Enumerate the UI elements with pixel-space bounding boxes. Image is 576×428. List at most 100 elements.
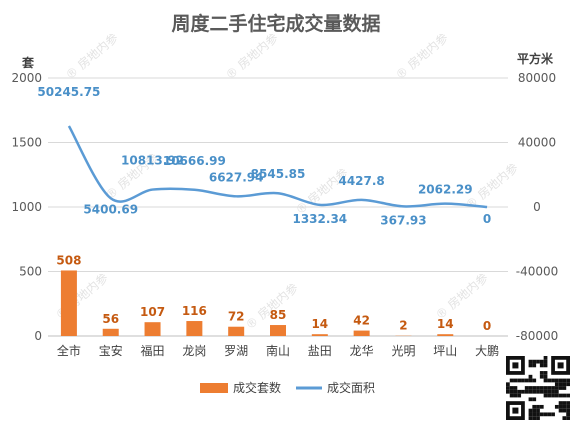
qr-module: [517, 389, 522, 394]
category-label: 龙岗: [182, 344, 206, 358]
right-tick-label: -80000: [516, 329, 559, 343]
qr-module: [513, 378, 518, 383]
bar: [437, 334, 454, 336]
qr-module: [509, 386, 514, 390]
qr-module: [528, 374, 533, 379]
qr-finder: [557, 362, 564, 369]
right-tick-label: 40000: [518, 136, 556, 150]
qr-module: [536, 386, 540, 390]
qr-module: [528, 363, 533, 368]
qr-module: [532, 363, 537, 368]
bar: [102, 328, 119, 336]
qr-module: [543, 359, 548, 364]
category-label: 福田: [141, 343, 165, 358]
qr-module: [524, 386, 529, 390]
qr-module: [547, 412, 552, 417]
bar-data-label: 14: [311, 317, 328, 331]
line-data-label: 10666.99: [163, 154, 226, 168]
qr-module: [513, 389, 518, 394]
qr-module: [532, 416, 537, 420]
qr-finder: [512, 362, 519, 369]
bar-data-label: 14: [437, 317, 454, 331]
bar-data-label: 42: [353, 314, 370, 328]
category-label: 盐田: [308, 344, 332, 358]
qr-module: [554, 389, 559, 394]
qr-module: [536, 359, 540, 364]
qr-module: [528, 412, 533, 417]
bar-data-label: 56: [102, 312, 119, 326]
right-axis-unit: 平方米: [517, 51, 554, 66]
qr-module: [532, 386, 537, 390]
qr-module: [536, 408, 540, 413]
qr-module: [543, 412, 548, 417]
qr-module: [551, 393, 555, 398]
qr-module: [532, 412, 537, 417]
bar-data-label: 116: [182, 304, 207, 318]
watermark-text: ® 房地内参: [392, 30, 451, 83]
qr-module: [562, 382, 567, 387]
legend-label-line: 成交面积: [327, 380, 375, 395]
line-data-label: 10813.92: [121, 154, 184, 168]
bar-data-label: 85: [270, 308, 287, 322]
category-label: 罗湖: [224, 343, 248, 358]
qr-module: [513, 393, 518, 398]
bar: [60, 270, 77, 336]
qr-module: [532, 397, 537, 402]
watermark-text: ® 房地内参: [222, 30, 281, 83]
qr-module: [539, 359, 544, 364]
left-tick-label: 1500: [11, 136, 42, 150]
qr-module: [558, 382, 563, 387]
qr-module: [528, 397, 533, 402]
qr-module: [528, 389, 533, 394]
left-tick-label: 1000: [11, 200, 42, 214]
qr-module: [536, 404, 540, 409]
bar-data-label: 0: [483, 319, 491, 333]
qr-module: [528, 359, 533, 364]
qr-module: [566, 408, 570, 413]
qr-module: [536, 416, 540, 420]
qr-code: [506, 356, 570, 420]
line-data-label: 6627.94: [209, 170, 264, 184]
qr-module: [543, 374, 548, 379]
bar: [270, 325, 286, 336]
line-data-label: 50245.75: [37, 85, 100, 99]
category-label: 坪山: [433, 344, 457, 358]
qr-module: [517, 393, 522, 398]
qr-module: [532, 378, 537, 383]
line-data-label: 367.93: [380, 213, 426, 227]
qr-module: [539, 412, 544, 417]
qr-module: [551, 386, 555, 390]
bar: [311, 334, 328, 336]
category-label: 大鹏: [475, 344, 499, 358]
left-axis-unit: 套: [21, 55, 35, 70]
watermark-text: ® 房地内参: [432, 270, 491, 323]
qr-module: [539, 386, 544, 390]
qr-module: [532, 389, 537, 394]
qr-module: [558, 401, 563, 405]
line-data-label: 4427.8: [338, 174, 384, 188]
qr-module: [543, 386, 548, 390]
qr-module: [536, 412, 540, 417]
qr-module: [528, 408, 533, 413]
category-label: 南山: [266, 343, 290, 358]
left-tick-label: 0: [34, 329, 42, 343]
qr-module: [528, 378, 533, 383]
category-label: 宝安: [99, 343, 123, 358]
category-label: 光明: [391, 344, 415, 358]
qr-module: [566, 404, 570, 409]
qr-module: [562, 408, 567, 413]
qr-module: [554, 386, 559, 390]
qr-module: [547, 386, 552, 390]
qr-module: [566, 382, 570, 387]
qr-module: [543, 356, 548, 360]
qr-module: [566, 416, 570, 420]
right-tick-label: 0: [533, 200, 541, 214]
bar-data-label: 508: [56, 253, 81, 267]
qr-module: [558, 404, 563, 409]
qr-module: [558, 386, 563, 390]
bar: [186, 321, 203, 336]
area-line: [67, 125, 488, 209]
qr-module: [562, 401, 567, 405]
